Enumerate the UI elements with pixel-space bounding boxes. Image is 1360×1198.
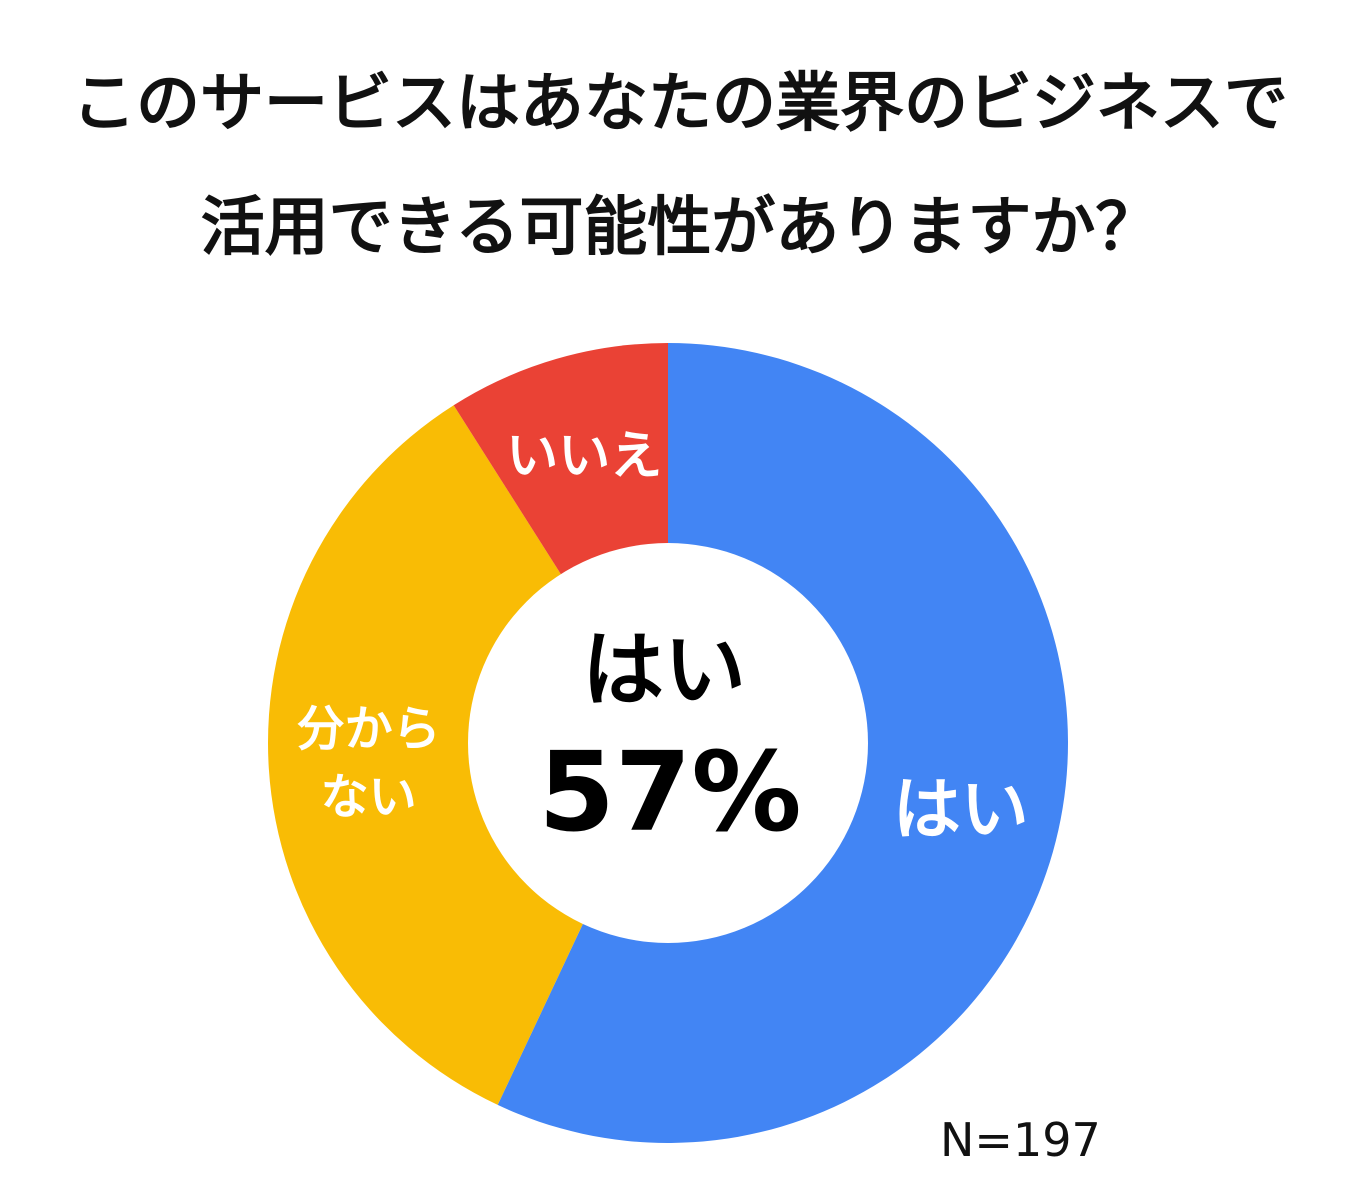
- donut-hole: [468, 543, 868, 943]
- chart-title-line-1: このサービスはあなたの業界のビジネスで: [72, 67, 1288, 141]
- slice-label-2: いいえ: [506, 427, 662, 487]
- chart-title-line-2: 活用できる可能性がありますか？: [200, 191, 1160, 265]
- slice-label-0: はい: [893, 771, 1029, 850]
- sample-size-note: N=197: [940, 1113, 1101, 1167]
- slice-1: [268, 405, 668, 1105]
- center-value: 57%: [538, 728, 801, 856]
- center-label: はい: [582, 623, 746, 718]
- slice-label-1: 分からない: [297, 701, 441, 825]
